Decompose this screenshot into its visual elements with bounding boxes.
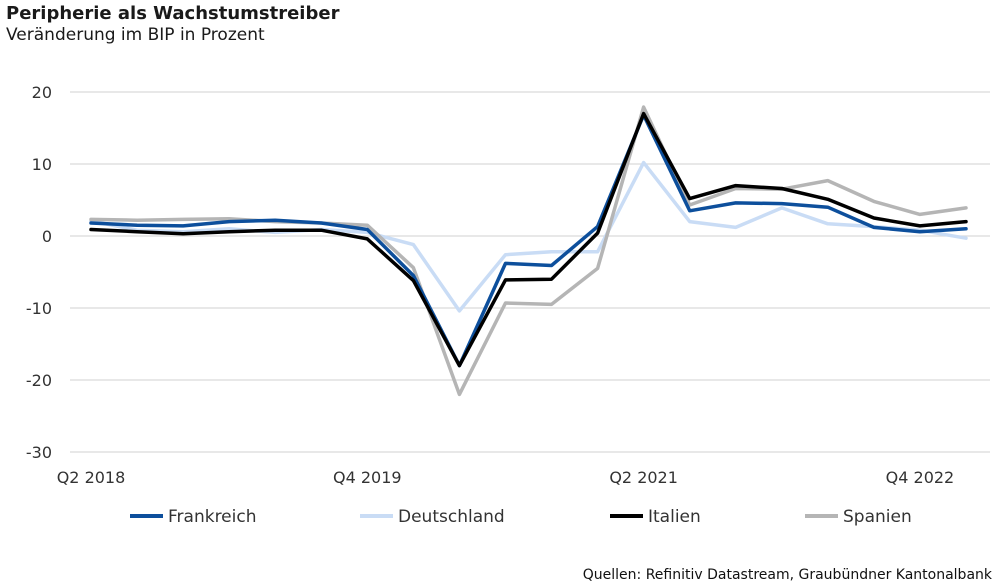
y-tick-label: -10 <box>26 299 52 318</box>
series-lines <box>89 105 968 397</box>
legend-label: Italien <box>648 507 701 527</box>
legend-label: Frankreich <box>168 507 257 527</box>
y-tick-label: 0 <box>42 227 52 246</box>
x-tick-label: Q4 2022 <box>886 468 955 487</box>
y-tick-label: 10 <box>32 155 52 174</box>
y-tick-label: -20 <box>26 371 52 390</box>
chart-title: Peripherie als Wachstumstreiber <box>6 3 340 24</box>
y-tick-label: 20 <box>32 83 52 102</box>
series-line-frankreich <box>89 113 968 368</box>
chart-subtitle: Veränderung im BIP in Prozent <box>6 25 265 45</box>
gridlines <box>70 91 990 453</box>
x-tick-label: Q2 2018 <box>57 468 126 487</box>
series-line-deutschland <box>89 160 968 313</box>
legend-label: Spanien <box>843 507 912 527</box>
legend-label: Deutschland <box>398 507 505 527</box>
series-line-italien <box>89 111 968 368</box>
source-note: Quellen: Refinitiv Datastream, Graubündn… <box>582 567 992 583</box>
x-tick-label: Q4 2019 <box>333 468 402 487</box>
legend: Frankreich Deutschland Italien Spanien <box>130 507 912 527</box>
y-axis-ticks: 20 10 0 -10 -20 -30 <box>26 83 52 462</box>
y-tick-label: -30 <box>26 443 52 462</box>
x-tick-label: Q2 2021 <box>609 468 678 487</box>
series-line-spanien <box>89 105 968 397</box>
x-axis-ticks: Q2 2018 Q4 2019 Q2 2021 Q4 2022 <box>57 468 955 487</box>
